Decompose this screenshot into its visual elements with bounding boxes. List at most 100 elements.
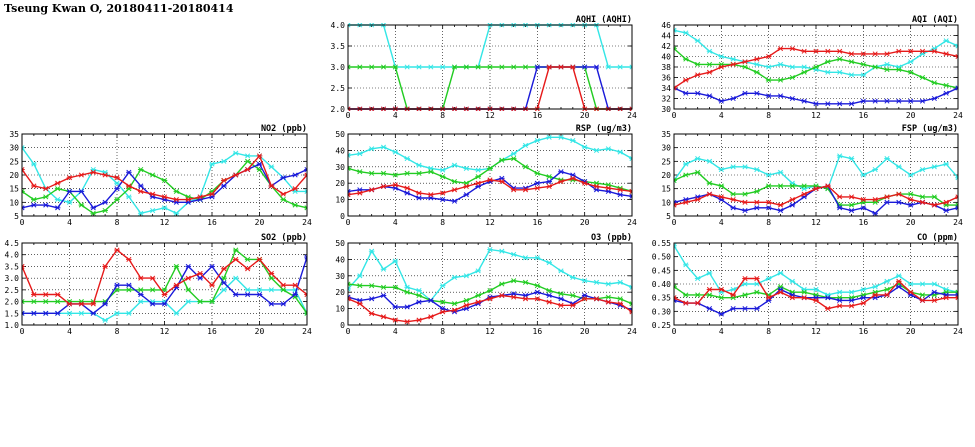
data-point-blue — [718, 98, 725, 104]
data-point-green — [22, 188, 25, 194]
data-point-green — [463, 297, 470, 303]
x-tick-label: 8 — [766, 111, 771, 120]
data-point-red — [348, 296, 351, 302]
data-point-green — [416, 170, 422, 176]
plot-frame — [347, 242, 633, 326]
data-point-blue — [137, 183, 144, 189]
data-point-blue — [54, 205, 61, 211]
data-point-green — [546, 174, 552, 180]
data-point-cyan — [173, 310, 180, 316]
data-point-cyan — [522, 142, 529, 149]
y-tick-label: 10 — [661, 198, 671, 207]
data-point-cyan — [439, 167, 446, 173]
data-point-cyan — [860, 286, 867, 293]
data-point-green — [357, 64, 363, 70]
data-point-red — [931, 48, 938, 54]
data-point-cyan — [102, 169, 108, 175]
data-point-red — [884, 51, 890, 57]
panel-title: AQHI (AQHI) — [576, 15, 632, 25]
data-point-red — [683, 300, 689, 306]
data-point-blue — [872, 98, 878, 104]
data-point-green — [931, 194, 938, 200]
data-point-cyan — [475, 167, 481, 173]
data-point-blue — [90, 310, 97, 316]
x-tick-label: 12 — [811, 218, 821, 227]
data-point-red — [581, 296, 588, 302]
y-tick-label: 35 — [9, 130, 19, 139]
data-point-green — [765, 183, 772, 189]
data-point-blue — [943, 292, 949, 298]
x-tick-label: 12 — [160, 327, 170, 336]
x-tick-label: 0 — [672, 111, 677, 120]
y-tick-label: 0.50 — [652, 253, 671, 262]
x-tick-label: 16 — [533, 111, 543, 120]
x-tick-label: 20 — [906, 327, 916, 336]
x-tick-label: 24 — [627, 111, 637, 120]
data-point-cyan — [813, 286, 819, 293]
data-point-cyan — [907, 172, 914, 178]
data-point-green — [706, 180, 713, 186]
y-tick-label: 40 — [335, 146, 345, 155]
data-point-red — [114, 175, 120, 181]
data-point-red — [197, 194, 203, 200]
data-point-red — [22, 166, 25, 173]
data-point-red — [706, 191, 713, 197]
x-tick-label: 0 — [20, 327, 25, 336]
data-point-cyan — [683, 262, 689, 268]
data-point-blue — [31, 202, 37, 208]
data-point-red — [392, 182, 399, 188]
data-point-green — [694, 169, 701, 175]
data-point-green — [31, 299, 37, 305]
data-point-blue — [416, 299, 422, 305]
data-point-red — [66, 175, 73, 181]
data-point-cyan — [860, 172, 867, 178]
data-point-cyan — [232, 150, 239, 156]
data-point-green — [244, 158, 251, 164]
data-point-green — [368, 64, 375, 70]
data-point-blue — [78, 188, 85, 194]
data-point-blue — [221, 183, 227, 189]
data-point-red — [149, 275, 156, 281]
data-point-green — [718, 295, 725, 301]
data-point-red — [872, 51, 878, 57]
data-point-green — [860, 61, 867, 67]
y-tick-label: 3.5 — [5, 262, 20, 271]
data-point-green — [475, 174, 481, 180]
data-point-red — [499, 179, 505, 185]
data-point-red — [872, 292, 878, 298]
data-point-green — [813, 292, 819, 298]
data-point-red — [439, 190, 446, 196]
data-point-green — [801, 69, 807, 75]
panel-title: SO2 (ppb) — [261, 233, 307, 243]
y-tick-label: 10 — [335, 196, 345, 205]
y-tick-label: 0.45 — [652, 266, 671, 275]
data-point-cyan — [570, 138, 576, 144]
data-point-cyan — [884, 278, 890, 284]
data-point-cyan — [629, 284, 632, 290]
data-point-green — [22, 299, 25, 305]
data-point-red — [304, 172, 307, 178]
data-point-red — [114, 247, 120, 253]
data-point-red — [161, 194, 168, 200]
data-point-blue — [404, 304, 410, 310]
y-tick-label: 40 — [661, 53, 671, 62]
data-point-green — [742, 292, 748, 298]
data-point-green — [209, 299, 215, 305]
data-point-red — [280, 191, 287, 197]
data-point-green — [268, 275, 275, 281]
data-point-cyan — [825, 292, 831, 298]
data-point-cyan — [836, 289, 843, 295]
data-point-red — [475, 299, 481, 305]
y-tick-label: 34 — [661, 84, 671, 93]
data-point-green — [801, 289, 807, 295]
y-tick-label: 20 — [335, 288, 345, 297]
data-point-cyan — [522, 255, 529, 261]
data-point-green — [31, 197, 37, 203]
data-point-cyan — [674, 27, 677, 33]
y-tick-label: 5 — [666, 212, 671, 221]
data-point-red — [896, 48, 902, 54]
plot-frame — [347, 24, 633, 110]
data-point-green — [137, 166, 144, 173]
data-point-blue — [789, 202, 796, 208]
data-point-red — [232, 256, 239, 262]
